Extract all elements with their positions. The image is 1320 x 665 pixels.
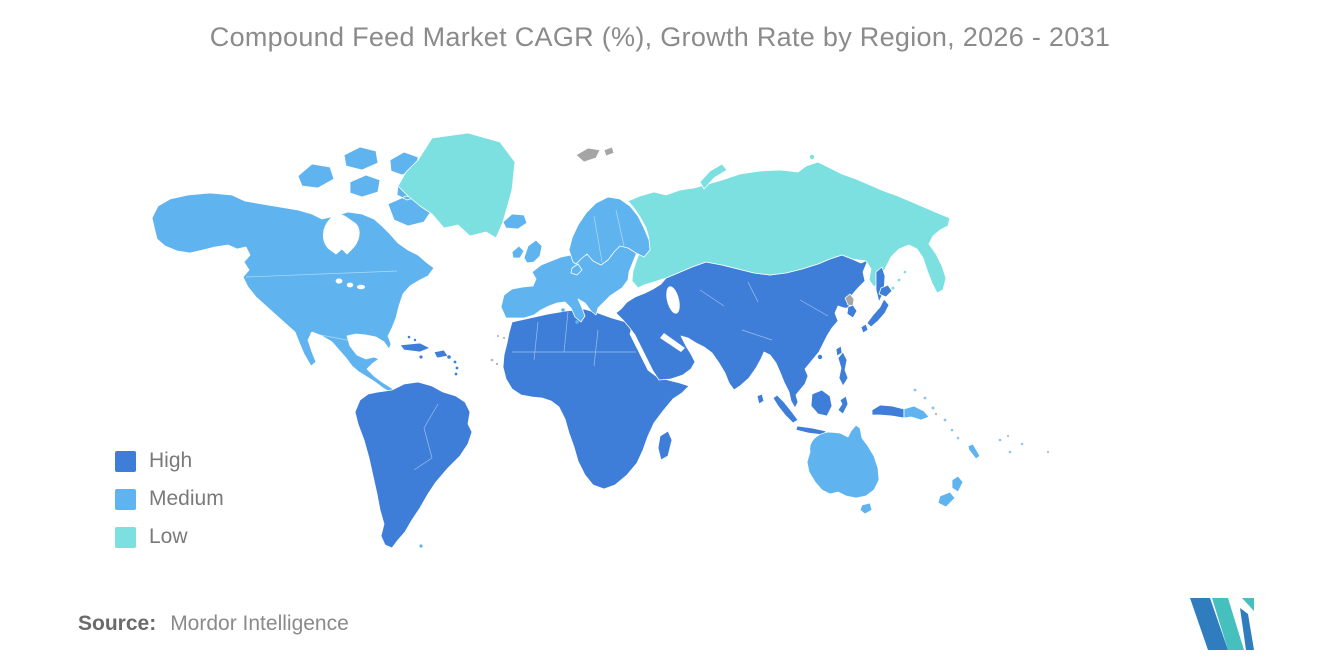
logo-top-right-teal-triangle (1242, 598, 1254, 611)
source-value: Mordor Intelligence (170, 612, 349, 635)
region-japan (860, 284, 893, 334)
region-united-kingdom (523, 239, 543, 264)
logo-right-blue-stroke (1240, 608, 1254, 650)
falkland-islands (419, 544, 423, 548)
region-sri-lanka (756, 393, 765, 405)
region-south-korea (846, 304, 858, 319)
region-philippines (837, 351, 849, 387)
novaya-zemlya (699, 163, 728, 190)
mediterranean-islands (561, 308, 579, 324)
region-north-korea (844, 293, 855, 307)
legend-item-medium: Medium (115, 487, 224, 510)
legend-item-low: Low (115, 525, 224, 548)
legend-item-high: High (115, 449, 224, 472)
legend-label-low: Low (149, 525, 188, 548)
pacific-islets (913, 388, 1050, 454)
logo-left-blue-stroke (1190, 598, 1228, 650)
region-greenland (397, 132, 516, 239)
mordor-intelligence-logo (1190, 598, 1254, 650)
kuril-islands (891, 270, 907, 290)
region-papua-new-guinea (903, 405, 930, 421)
region-tasmania (859, 502, 873, 515)
legend-swatch-high (115, 450, 136, 472)
region-australia (806, 424, 880, 499)
region-denmark (570, 263, 583, 276)
caribbean-islets (407, 335, 459, 376)
region-scandinavia (568, 196, 651, 266)
caspian-sea (666, 286, 680, 314)
region-svalbard (575, 146, 615, 163)
region-madagascar (657, 430, 673, 461)
country-borders (245, 209, 829, 471)
page-title: Compound Feed Market CAGR (%), Growth Ra… (209, 22, 1111, 52)
hudson-bay (322, 214, 360, 255)
region-sakhalin (875, 266, 886, 303)
region-russia (627, 161, 951, 294)
region-iceland (502, 213, 528, 230)
source-line: Source: Mordor Intelligence (78, 612, 349, 636)
legend-label-high: High (149, 449, 193, 472)
region-west-papua (871, 404, 905, 419)
region-new-zealand (937, 475, 964, 508)
region-sumatra (772, 394, 799, 424)
region-new-caledonia (967, 443, 981, 460)
great-lakes (335, 278, 365, 290)
region-borneo (810, 389, 833, 417)
source-label: Source: (78, 612, 157, 635)
persian-gulf (660, 333, 685, 352)
legend-swatch-medium (115, 488, 136, 510)
region-north-america (151, 192, 435, 394)
region-ireland (511, 245, 525, 259)
region-caribbean (399, 342, 449, 359)
region-south-america (354, 381, 473, 549)
severnaya-zemlya (809, 154, 815, 160)
atlantic-islets (490, 334, 506, 366)
region-hainan (817, 354, 823, 360)
region-sulawesi (837, 395, 849, 415)
legend-swatch-low (115, 526, 136, 548)
legend: High Medium Low (115, 449, 224, 564)
logo-teal-stroke (1212, 598, 1244, 650)
legend-label-medium: Medium (149, 487, 224, 510)
